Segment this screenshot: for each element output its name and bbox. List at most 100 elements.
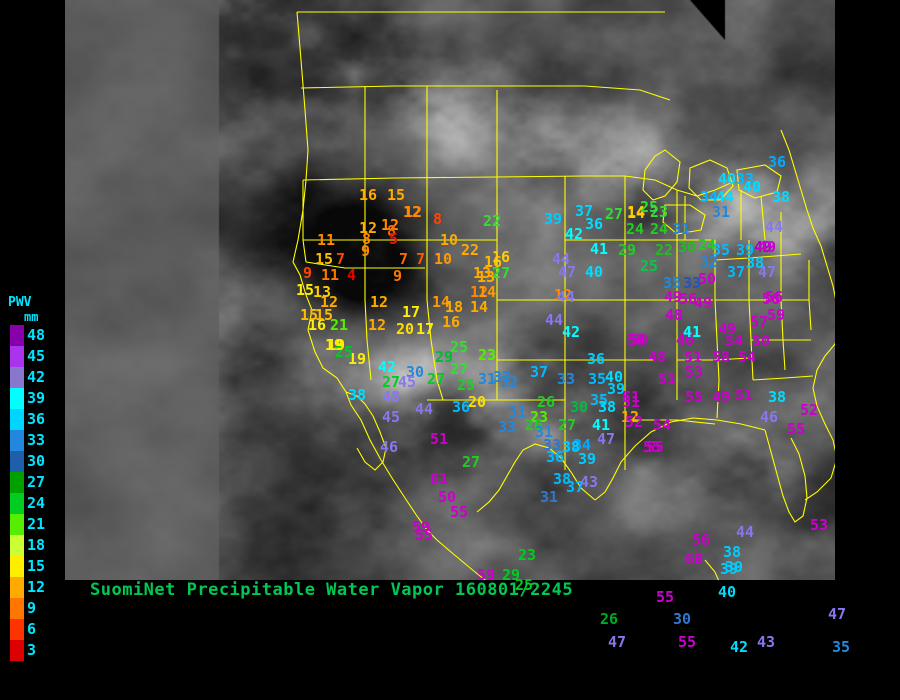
pwv-station-value: 9 [393,267,403,285]
pwv-station-value: 27 [450,360,469,378]
pwv-station-value: 14 [627,203,646,221]
pwv-station-value: 36 [585,215,604,233]
pwv-station-value: 14 [627,204,646,222]
pwv-station-value: 12 [368,316,387,334]
pwv-station-value: 7 [416,250,426,268]
colorbar-units: mm [24,310,39,324]
pwv-station-value: 19 [348,350,367,368]
pwv-station-value: 49 [758,238,777,256]
pwv-station-value: 49 [718,320,737,338]
pwv-station-value: 31 [508,403,527,421]
pwv-station-value: 40 [605,368,624,386]
pwv-station-value: 15 [296,281,315,299]
pwv-station-value: 44 [765,218,784,236]
pwv-station-value: 16 [442,313,461,331]
pwv-station-value: 31 [478,370,497,388]
pwv-station-value: 51 [622,388,641,406]
pwv-station-value: 45 [398,373,417,391]
map-border-path [748,240,754,381]
pwv-station-value: 34 [700,188,719,206]
pwv-station-value: 51 [658,370,677,388]
pwv-station-value: 7 [336,250,346,268]
pwv-station-value: 44 [545,311,564,329]
pwv-station-value: 41 [592,416,611,434]
pwv-station-value: 51 [684,348,703,366]
pwv-station-value: 57 [750,313,769,331]
pwv-station-value: 21 [330,316,349,334]
pwv-station-value: 23 [530,408,549,426]
map-border-path [677,357,750,361]
pwv-station-value: 33 [543,436,562,454]
colorbar-title: PWV [8,295,32,310]
pwv-station-value: 55 [685,388,704,406]
pwv-station-value: 18 [445,298,464,316]
pwv-station-value: 8 [433,210,443,228]
pwv-station-value: 5 [389,230,399,248]
map-geography-overlay [292,11,835,580]
colorbar-label-21: 21 [27,515,46,533]
map-border-path [736,164,782,199]
map-border-path [305,261,425,269]
pwv-station-value: 16 [359,186,378,204]
pwv-station-value: 35 [590,391,609,409]
pwv-station-value: 30 [678,238,697,256]
pwv-station-value: 29 [435,348,454,366]
pwv-station-value: 53 [810,516,829,534]
pwv-station-value: 50 [752,332,771,350]
pwv-station-value: 33 [498,418,517,436]
pwv-station-value: 23 [650,203,669,221]
pwv-station-value: 16 [484,253,503,271]
pwv-station-value: 31 [540,488,559,506]
pwv-station-value: 15 [387,186,406,204]
pwv-station-value: 12 [370,293,389,311]
pwv-station-value: 12 [621,408,640,426]
pwv-station-value: 38 [553,470,572,488]
pwv-station-value: 20 [396,320,415,338]
pwv-station-value: 39 [736,241,755,259]
pwv-station-value: 49 [694,294,713,312]
pwv-station-value: 38 [598,398,617,416]
pwv-station-value: 43 [757,633,776,651]
pwv-station-value: 52 [625,413,644,431]
colorbar-swatch-33 [10,430,24,451]
pwv-station-value: 50 [627,331,646,349]
pwv-station-value: 47 [828,605,847,623]
pwv-station-value: 7 [399,250,409,268]
colorbar-label-33: 33 [27,431,46,449]
pwv-station-value: 44 [552,250,571,268]
map-border-path [688,159,734,201]
pwv-station-value: 34 [573,436,592,454]
pwv-station-value: 11 [321,266,340,284]
pwv-station-value: 25 [640,198,659,216]
pwv-station-value: 30 [570,398,589,416]
colorbar-swatch-21 [10,514,24,535]
pwv-station-value: 8 [362,230,372,248]
pwv-station-value: 25 [640,257,659,275]
pwv-station-value: 14 [432,293,451,311]
colorbar-label-36: 36 [27,410,46,428]
colorbar-swatch-42 [10,367,24,388]
pwv-station-value: 33 [683,274,702,292]
pwv-station-value: 46 [760,408,779,426]
colorbar-swatch-48 [10,325,24,346]
pwv-station-value: 24 [626,220,645,238]
pwv-station-value: 47 [597,430,616,448]
map-border-path [704,559,720,580]
pwv-station-value: 44 [415,400,434,418]
pwv-station-value: 27 [382,373,401,391]
pwv-station-value: 59 [477,566,496,584]
pwv-station-value: 48 [665,306,684,324]
pwv-station-value: 24 [698,236,717,254]
map-border-path [476,443,596,513]
pwv-station-value: 56 [762,290,781,308]
pwv-station-value: 33 [736,170,755,188]
colorbar-label-6: 6 [27,620,37,638]
pwv-station-value: 13 [473,264,492,282]
pwv-station-value: 32 [700,253,719,271]
colorbar-swatch-27 [10,472,24,493]
pwv-station-value: 51 [622,393,641,411]
pwv-station-value: 25 [515,576,534,594]
pwv-station-value: 20 [468,393,487,411]
colorbar-label-48: 48 [27,326,46,344]
